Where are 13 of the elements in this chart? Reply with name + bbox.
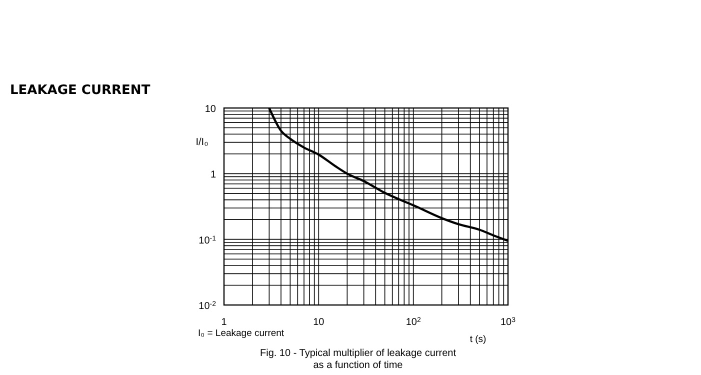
x-tick-label: 1 <box>221 317 228 328</box>
x-tick-label: 10 <box>313 317 325 328</box>
y-tick-label: 10$^{-2}$ <box>198 300 216 312</box>
y-tick-label: 1 <box>210 170 216 181</box>
x-tick-label: 10$^{2}$ <box>406 316 421 328</box>
x-axis-title: t (s) <box>470 334 486 345</box>
y-tick-label: 10 <box>204 104 216 115</box>
y-tick-label: 10$^{-1}$ <box>198 234 216 246</box>
caption: Fig. 10 - Typical multiplier of leakage current as a function of time <box>260 348 456 371</box>
text: LEAKAGE CURRENT <box>10 83 150 98</box>
y-axis-title: I/I₀ <box>196 137 208 148</box>
text: I₀ = Leakage current <box>198 328 284 339</box>
x-tick-label: 10$^{3}$ <box>500 316 516 328</box>
